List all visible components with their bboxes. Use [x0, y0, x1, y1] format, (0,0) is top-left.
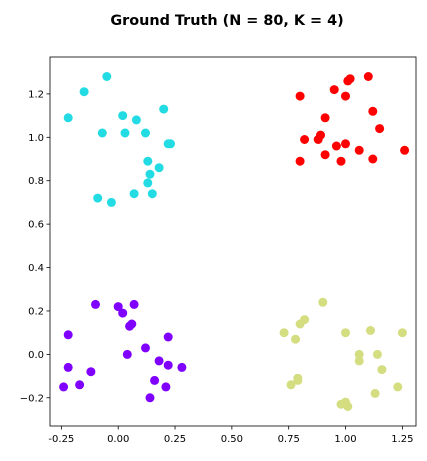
- data-point: [341, 139, 350, 149]
- data-point: [336, 156, 346, 166]
- data-point: [125, 321, 135, 331]
- data-point: [129, 189, 139, 199]
- x-axis: -0.25 0.00 0.25 0.50 0.75 1.00 1.25: [48, 426, 413, 445]
- data-point: [331, 141, 341, 151]
- data-point: [141, 128, 150, 138]
- data-point: [143, 178, 153, 188]
- data-point: [291, 334, 300, 344]
- y-tick-label: 0.4: [28, 263, 44, 274]
- data-point: [368, 106, 378, 116]
- data-point: [120, 128, 130, 138]
- data-point: [345, 74, 355, 84]
- data-point: [129, 299, 139, 309]
- data-point: [163, 332, 173, 342]
- data-point: [366, 326, 375, 335]
- data-point: [375, 124, 385, 134]
- data-point: [154, 356, 164, 366]
- data-point: [118, 111, 128, 121]
- data-point: [63, 330, 73, 340]
- data-point: [166, 139, 175, 149]
- data-point: [161, 382, 171, 392]
- data-point: [372, 349, 382, 359]
- data-point: [397, 328, 407, 338]
- y-tick-label: 0.2: [28, 306, 44, 317]
- data-point: [141, 343, 150, 353]
- data-point: [300, 135, 310, 144]
- data-point: [163, 360, 173, 370]
- data-point: [318, 297, 328, 307]
- data-point: [113, 302, 123, 312]
- data-point: [159, 104, 169, 114]
- data-point: [393, 382, 403, 392]
- data-point: [106, 197, 116, 207]
- data-point: [377, 365, 387, 375]
- data-point: [368, 154, 378, 164]
- data-point: [363, 72, 373, 81]
- y-tick-label: −0.2: [20, 393, 44, 404]
- data-point: [122, 349, 132, 359]
- data-point: [400, 145, 410, 155]
- x-tick-label: 0.25: [164, 434, 186, 445]
- data-point: [313, 135, 323, 144]
- x-tick-label: 0.00: [107, 434, 129, 445]
- data-point: [154, 163, 164, 173]
- x-tick-label: 1.25: [391, 434, 413, 445]
- x-tick-label: 0.50: [221, 434, 243, 445]
- data-point: [91, 299, 100, 309]
- y-tick-label: 0.0: [28, 350, 44, 361]
- data-point: [341, 91, 350, 101]
- data-point: [79, 87, 89, 97]
- data-point: [354, 349, 364, 359]
- data-point: [329, 85, 339, 95]
- data-point: [63, 362, 73, 372]
- data-point: [286, 380, 296, 390]
- y-tick-label: 1.2: [28, 89, 44, 100]
- data-point: [75, 380, 85, 390]
- data-point: [145, 169, 155, 179]
- data-point: [370, 388, 380, 398]
- data-point: [177, 362, 187, 372]
- plot-frame: [49, 56, 417, 427]
- data-point: [93, 193, 103, 203]
- data-point: [147, 189, 157, 199]
- y-tick-label: 0.8: [28, 176, 44, 187]
- x-tick-label: 1.00: [334, 434, 356, 445]
- data-point: [143, 156, 153, 166]
- data-point: [293, 375, 303, 385]
- data-point: [343, 402, 353, 411]
- data-point: [150, 375, 160, 385]
- data-point: [341, 328, 350, 338]
- data-point: [86, 367, 96, 377]
- data-point: [295, 156, 305, 166]
- data-point: [279, 328, 289, 338]
- x-tick-label: -0.25: [48, 434, 74, 445]
- data-point: [320, 113, 330, 123]
- data-point: [97, 128, 107, 138]
- data-point: [295, 91, 305, 101]
- chart-title: Ground Truth (N = 80, K = 4): [110, 13, 343, 29]
- data-point: [102, 72, 112, 81]
- data-point: [63, 113, 73, 123]
- data-point: [354, 145, 364, 155]
- y-axis: −0.2 0.0 0.2 0.4 0.6 0.8 1.0 1.2: [20, 89, 50, 404]
- data-point: [145, 393, 155, 403]
- points-layer: [59, 72, 410, 411]
- data-point: [320, 150, 330, 160]
- data-point: [354, 356, 364, 366]
- x-tick-label: 0.75: [278, 434, 300, 445]
- data-point: [59, 382, 69, 392]
- data-point: [295, 319, 305, 329]
- y-tick-label: 0.6: [28, 220, 44, 231]
- data-point: [131, 115, 141, 125]
- y-tick-label: 1.0: [28, 133, 44, 144]
- data-point: [118, 308, 128, 318]
